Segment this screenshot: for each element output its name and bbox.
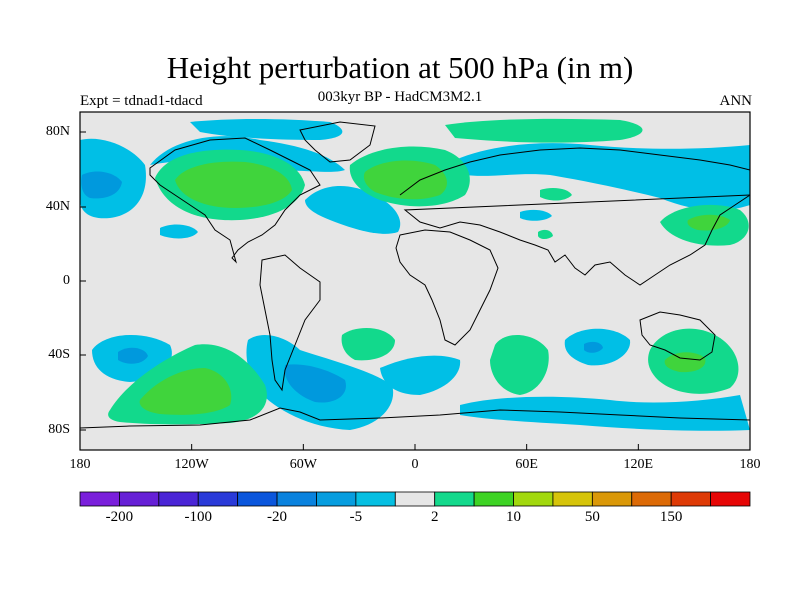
colorbar-swatch [79, 491, 120, 507]
colorbar-swatch [434, 491, 475, 507]
contour-green-asia-small [540, 187, 572, 201]
colorbar-label: 10 [506, 509, 522, 525]
experiment-label: Expt = tdnad1-tdacd [80, 93, 203, 109]
colorbar-swatch [670, 491, 711, 507]
y-tick-label: 0 [63, 273, 70, 288]
y-tick-label: 40N [45, 199, 70, 214]
colorbar-swatch [355, 491, 396, 507]
colorbar-label: -100 [184, 509, 212, 525]
x-tick-label: 180 [739, 457, 761, 472]
contour-blue-south-pacific-core [118, 347, 148, 364]
y-tick-label: 80S [48, 422, 70, 437]
coastline-australia [639, 311, 716, 361]
colorbar-swatch [473, 491, 514, 507]
coastline-europe-asia [399, 147, 750, 286]
colorbar-label: -200 [105, 509, 134, 525]
colorbar-swatch [552, 491, 593, 507]
colorbar-swatch [591, 491, 633, 507]
contour-blue-arctic-top [190, 119, 343, 140]
season-label: ANN [719, 93, 753, 109]
colorbar-swatch [513, 491, 554, 507]
axis-ticks [79, 131, 751, 450]
contour-blue-southern-ocean [460, 395, 750, 431]
coastline-greenland [299, 121, 376, 163]
colorbar-swatch [158, 491, 199, 507]
colorbar-swatch [276, 491, 317, 507]
coastlines [80, 121, 750, 429]
colorbar-swatch [710, 491, 751, 507]
coastline-south-america [259, 254, 321, 392]
contour-blue-south-america-core [284, 364, 346, 403]
contour-green-north-america [175, 161, 292, 208]
contour-blue-indian-core [584, 341, 603, 353]
colorbar-swatch [394, 491, 436, 507]
colorbar-label: 2 [430, 509, 439, 525]
contour-green-nw-pacific [687, 214, 730, 231]
contour-green-south-africa [490, 334, 549, 395]
contour-green-south-pacific [139, 368, 232, 415]
contour-blue-pacific-west [160, 224, 198, 239]
x-tick-label: 60W [289, 457, 317, 472]
coastline-antarctica [80, 407, 750, 429]
x-tick-label: 60E [515, 457, 538, 472]
contour-blue-eurasia [455, 143, 750, 211]
coastline-north-america [149, 137, 321, 264]
contour-green-arctic [445, 118, 643, 143]
y-tick-label: 40S [48, 347, 70, 362]
coastline-africa [395, 229, 499, 346]
colorbar-label: 150 [659, 509, 683, 525]
x-tick-label: 120E [623, 457, 654, 472]
colorbar-swatch [316, 491, 357, 507]
map-title: Height perturbation at 500 hPa (in m) [166, 50, 634, 85]
contour-green-north-atlantic [363, 160, 447, 200]
colorbar-swatch [237, 491, 278, 507]
contour-blue-north-pacific-core [81, 171, 122, 199]
x-tick-label: 180 [69, 457, 91, 472]
colorbar-label: 50 [584, 509, 600, 525]
colorbar-label: -5 [349, 509, 363, 525]
colorbar-swatch [197, 491, 239, 507]
x-tick-label: 120W [174, 457, 209, 472]
colorbar [79, 491, 751, 507]
map-subtitle: 003kyr BP - HadCM3M2.1 [317, 89, 483, 105]
contour-green-australia [664, 352, 706, 373]
y-tick-label: 80N [45, 124, 70, 139]
contour-green-india [538, 229, 553, 239]
contour-green-south-atlantic [341, 328, 395, 361]
colorbar-label: -20 [267, 509, 288, 525]
colorbar-swatch [631, 491, 672, 507]
contour-blue-south-atlantic [380, 355, 461, 395]
contour-fields [80, 118, 750, 431]
contour-blue-mideast [520, 209, 552, 221]
x-tick-label: 0 [411, 457, 419, 472]
colorbar-swatch [119, 491, 160, 507]
